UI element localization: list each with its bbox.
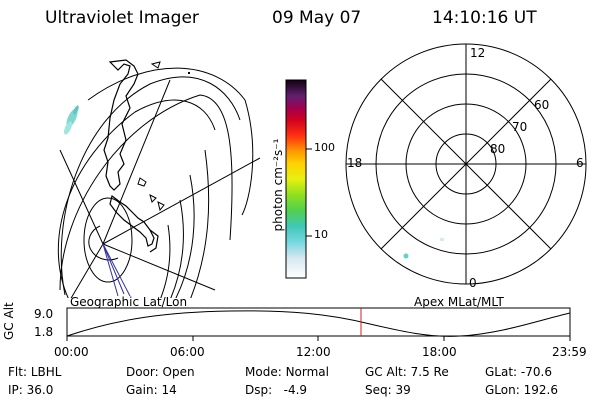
colorbar-gradient [285, 79, 307, 279]
coastline-islands [137, 61, 165, 212]
status-glon: GLon: 192.6 [485, 383, 558, 397]
altitude-xtick-2359: 23:59 [552, 345, 587, 359]
polar-diag-2 [380, 78, 552, 250]
lon-line-4 [102, 79, 171, 245]
lat-arc-9 [160, 224, 171, 298]
altitude-ylabel: GC Alt [2, 302, 16, 340]
status-door: Door: Open [126, 365, 195, 379]
view-line-1 [102, 243, 119, 297]
altitude-xtick-1800: 18:00 [422, 345, 457, 359]
altitude-xtick-1200: 12:00 [296, 345, 331, 359]
lat-circle-2 [83, 197, 133, 283]
altitude-ytick-low: 1.8 [34, 325, 54, 339]
status-seq: Seq: 39 [365, 383, 411, 397]
altitude-xtick-0000: 00:00 [54, 345, 89, 359]
status-gc-alt: GC Alt: 7.5 Re [365, 365, 449, 379]
mlt-label-12: 12 [470, 46, 486, 60]
lon-line-1 [102, 157, 260, 245]
altitude-xtick-0600: 06:00 [170, 345, 205, 359]
lat-arc-5 [59, 94, 233, 291]
mlat-label-80: 80 [490, 142, 506, 156]
coastline-fragment [149, 229, 159, 253]
mlat-label-70: 70 [512, 120, 528, 134]
polar-emission-2 [440, 238, 444, 241]
lat-circle-1 [88, 225, 119, 261]
status-gain: Gain: 14 [126, 383, 177, 397]
status-glat: GLat: -70.6 [485, 365, 552, 379]
instrument-title: Ultraviolet Imager [45, 8, 199, 28]
mlat-label-60: 60 [534, 98, 550, 112]
lat-arc-4 [60, 76, 241, 296]
date-label: 09 May 07 [272, 8, 362, 28]
colorbar-tick-100-label: 100 [314, 141, 335, 154]
auroral-emission [63, 105, 79, 135]
coastline-south-america [103, 59, 139, 191]
mlt-label-0: 0 [469, 276, 477, 290]
lat-arc-8 [170, 199, 184, 298]
mlt-label-6: 6 [576, 156, 584, 170]
lon-line-3 [70, 243, 104, 298]
coastline-peninsula [109, 194, 155, 247]
view-line-3 [102, 243, 131, 297]
view-line-2 [102, 243, 125, 295]
geo-panel-title: Geographic Lat/Lon [70, 295, 188, 309]
polar-panel-title: Apex MLat/MLT [414, 295, 504, 309]
status-dsp: Dsp: -4.9 [245, 383, 308, 397]
altitude-curve [66, 310, 571, 337]
colorbar-tick-10-label: 10 [314, 228, 328, 241]
small-feature [188, 72, 190, 74]
polar-emission-1 [403, 253, 409, 259]
lat-arc-7 [175, 174, 195, 298]
time-label: 14:10:16 UT [432, 8, 537, 28]
status-mode: Mode: Normal [245, 365, 329, 379]
lat-arc-3 [57, 99, 216, 298]
outer-arc [87, 67, 254, 216]
mlt-label-18: 18 [347, 156, 363, 170]
status-flt: Flt: LBHL [8, 365, 62, 379]
lon-line-5 [59, 149, 104, 245]
lon-line-2 [102, 243, 216, 291]
altitude-ytick-high: 9.0 [34, 307, 54, 321]
status-ip: IP: 36.0 [8, 383, 54, 397]
